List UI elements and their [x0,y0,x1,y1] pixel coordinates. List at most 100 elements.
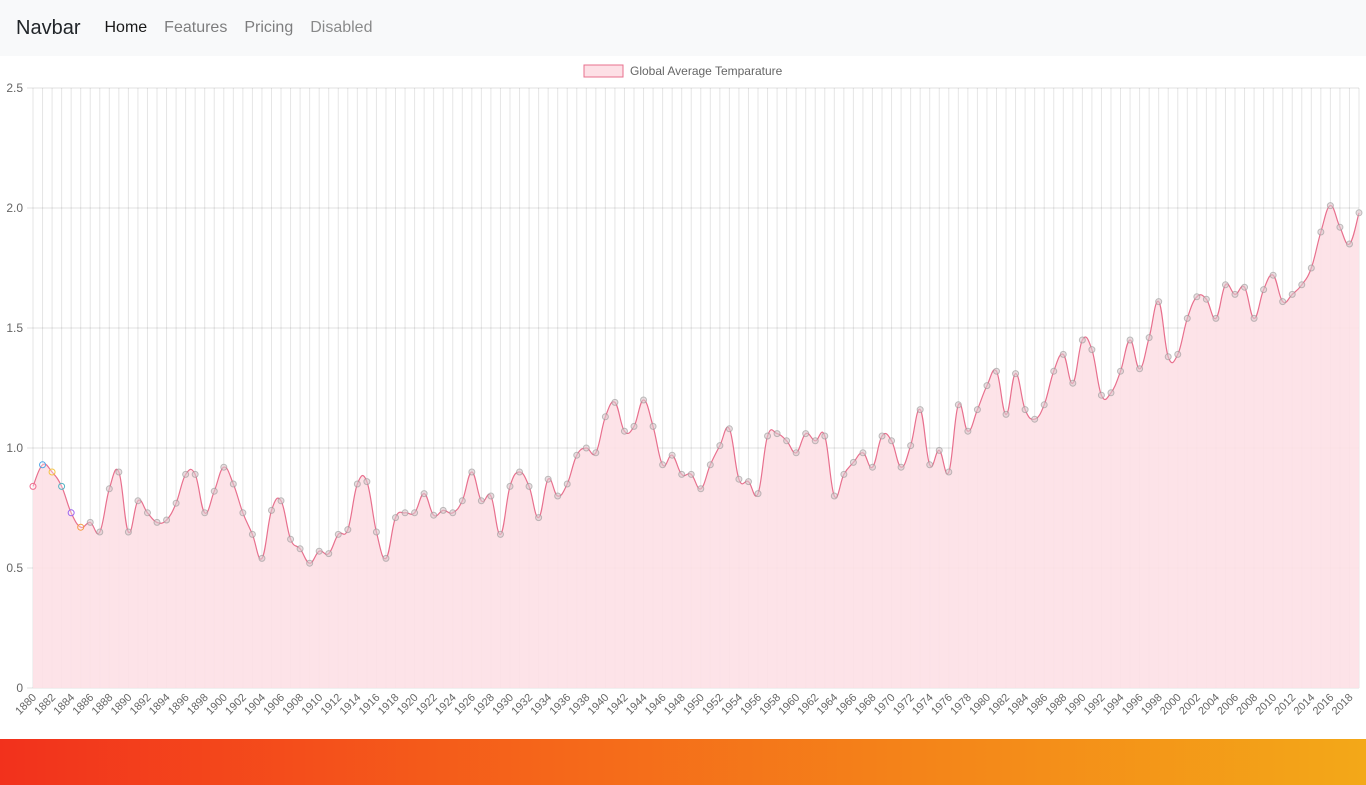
data-point [382,554,390,562]
data-point [535,514,543,522]
x-tick-label: 2004 [1196,692,1222,718]
data-point [1193,293,1201,301]
data-point [506,482,514,490]
data-point [802,430,810,438]
x-axis: 1880188218841886188818901892189418961898… [13,692,1355,718]
data-point [945,468,953,476]
x-tick-label: 2012 [1273,692,1299,718]
data-point [392,514,400,522]
x-tick-label: 1886 [71,692,97,718]
x-tick-label: 1910 [300,692,326,718]
data-point [916,406,924,414]
data-point [1088,346,1096,354]
data-point [1345,240,1353,248]
data-point [640,396,648,404]
x-tick-label: 1880 [13,692,39,718]
x-tick-label: 2008 [1234,692,1260,718]
x-tick-label: 1974 [910,692,936,718]
data-point [935,446,943,454]
x-tick-label: 1966 [834,692,860,718]
x-tick-label: 1926 [452,692,478,718]
data-point [48,468,56,476]
data-point [992,367,1000,375]
nav-link-features[interactable]: Features [164,19,228,36]
data-point [353,480,361,488]
data-point [649,422,657,430]
data-point [1279,298,1287,306]
data-point [811,437,819,445]
x-tick-label: 1892 [128,692,154,718]
nav-link-pricing[interactable]: Pricing [244,19,294,36]
data-point [1050,367,1058,375]
x-tick-label: 1952 [700,692,726,718]
data-point [191,470,199,478]
data-point [496,530,504,538]
data-point [258,554,266,562]
data-point [1174,350,1182,358]
data-point [248,530,256,538]
x-tick-label: 1942 [605,692,631,718]
data-point [143,509,151,517]
data-point [449,509,457,517]
data-point [29,482,37,490]
data-point [344,526,352,534]
navbar-brand[interactable]: Navbar [16,16,81,39]
x-tick-label: 1986 [1025,692,1051,718]
data-point [563,480,571,488]
x-tick-label: 1984 [1005,692,1031,718]
x-tick-label: 1918 [376,692,402,718]
data-point [611,398,619,406]
data-point [1241,283,1249,291]
data-point [687,470,695,478]
data-point [697,485,705,493]
x-tick-label: 1894 [147,692,173,718]
data-point [430,511,438,519]
data-point [678,470,686,478]
x-tick-label: 1884 [51,692,77,718]
x-tick-label: 2010 [1253,692,1279,718]
data-point [306,559,314,567]
x-tick-label: 2016 [1311,692,1337,718]
data-point [1126,336,1134,344]
data-point [1021,406,1029,414]
legend-swatch[interactable] [583,64,624,78]
x-tick-label: 1912 [319,692,345,718]
data-point [153,518,161,526]
x-tick-label: 2006 [1215,692,1241,718]
data-points [29,202,1363,567]
x-tick-label: 1958 [757,692,783,718]
data-point [716,442,724,450]
nav-link-home[interactable]: Home [104,19,148,36]
x-tick-label: 1988 [1044,692,1070,718]
data-point [363,478,371,486]
y-tick-label: 1.0 [6,441,23,455]
legend-label[interactable]: Global Average Temparature [630,64,783,78]
data-point [525,482,533,490]
data-point [315,547,323,555]
x-tick-label: 1928 [471,692,497,718]
x-tick-label: 1906 [261,692,287,718]
x-tick-label: 1944 [624,692,650,718]
data-point [573,451,581,459]
data-point [1155,298,1163,306]
x-tick-label: 1920 [395,692,421,718]
x-tick-label: 1968 [853,692,879,718]
data-point [582,444,590,452]
data-point [630,422,638,430]
data-point [1202,295,1210,303]
data-point [1107,389,1115,397]
temperature-chart: 00.51.01.52.02.5 18801882188418861888189… [6,64,1363,718]
data-point [210,487,218,495]
data-point [58,482,66,490]
data-point [706,461,714,469]
x-tick-label: 1960 [776,692,802,718]
data-point [1164,353,1172,361]
x-tick-label: 1998 [1139,692,1165,718]
nav-link-disabled: Disabled [310,19,373,36]
x-tick-label: 1938 [567,692,593,718]
data-point [296,545,304,553]
x-tick-label: 1970 [872,692,898,718]
chart-legend[interactable]: Global Average Temparature [583,64,783,78]
data-point [1269,271,1277,279]
data-point [77,523,85,531]
